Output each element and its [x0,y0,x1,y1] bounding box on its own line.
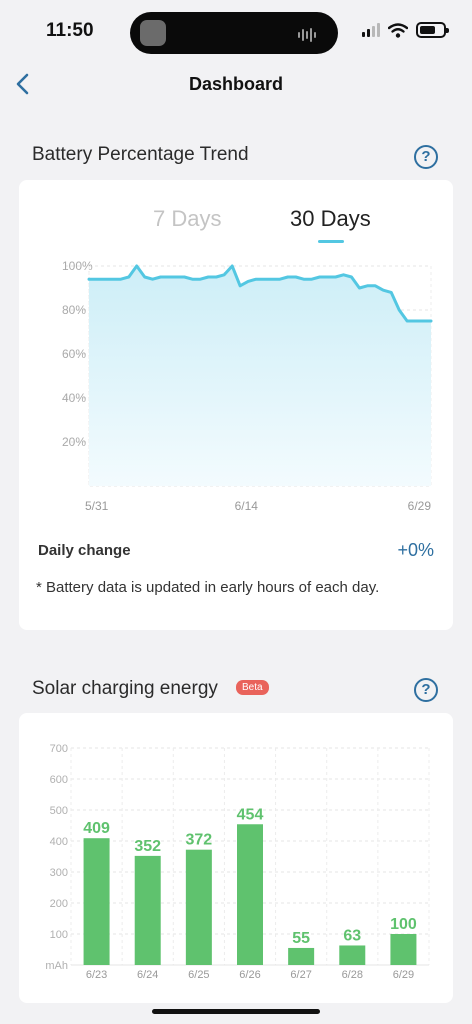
y-tick-label: 100% [62,259,93,273]
beta-badge: Beta [236,680,269,695]
daily-change-label: Daily change [38,542,131,559]
bar-value-label: 372 [186,832,213,849]
audio-waveform-icon [298,26,322,42]
y-tick-label: 200 [50,898,68,910]
x-tick-label: 5/31 [85,499,109,513]
solar-help-button[interactable]: ? [414,678,438,702]
battery-help-button[interactable]: ? [414,145,438,169]
battery-update-note: * Battery data is updated in early hours… [36,579,380,596]
solar-energy-chart: 700 600 500 400 300 200 100 mAh 409 6/23 352 6/24 37… [45,743,430,981]
back-button[interactable] [10,70,38,98]
y-tick-label: 40% [62,391,86,405]
y-tick-label: 300 [50,867,68,879]
battery-icon [416,22,449,38]
y-tick-label: 500 [50,805,68,817]
bar [83,838,110,965]
bar [185,849,212,965]
y-tick-label: 20% [62,435,86,449]
y-tick-label: 60% [62,347,86,361]
x-tick-label: 6/24 [137,969,158,981]
bar [339,945,366,965]
x-tick-label: 6/26 [239,969,260,981]
tab-selected-indicator [318,240,344,243]
daily-change-value: +0% [397,540,434,560]
solar-energy-card: 700 600 500 400 300 200 100 mAh 409 6/23 352 6/24 37… [19,713,453,1003]
x-tick-label: 6/29 [408,499,432,513]
nav-bar: Dashboard [0,62,472,106]
bar [237,824,263,965]
bar-value-label: 63 [343,927,361,944]
bar [134,855,161,965]
chevron-left-icon [16,73,29,95]
now-playing-thumbnail [140,20,166,46]
y-tick-label: 100 [50,929,68,941]
y-tick-label: 80% [62,303,86,317]
bar [390,934,417,965]
x-tick-label: 6/27 [290,969,311,981]
status-bar: 11:50 [0,0,472,62]
x-tick-label: 6/29 [393,969,414,981]
x-tick-label: 6/23 [86,969,107,981]
dynamic-island [130,12,338,54]
tab-30-days[interactable]: 30 Days [290,206,371,231]
home-indicator[interactable] [152,1009,320,1014]
y-tick-label: 700 [50,743,68,755]
page-title: Dashboard [188,74,284,94]
bar [288,947,315,965]
bar-value-label: 100 [390,916,417,933]
battery-trend-chart: 100% 80% 60% 40% 20% 5/31 6/14 6/29 [62,259,433,513]
solar-section-title: Solar charging energy [32,678,218,699]
bar-value-label: 352 [134,838,161,855]
status-time: 11:50 [46,20,94,41]
wifi-icon [388,22,408,38]
cellular-signal-icon [362,23,380,37]
status-icons [362,22,449,38]
x-tick-label: 6/25 [188,969,209,981]
help-icon: ? [421,681,431,698]
battery-section-title: Battery Percentage Trend [32,144,249,165]
help-icon: ? [421,148,431,165]
bar-value-label: 55 [292,930,310,947]
battery-area-fill [89,266,431,486]
bar-value-label: 454 [237,806,264,823]
x-tick-label: 6/14 [235,499,259,513]
y-unit-label: mAh [45,960,68,972]
y-tick-label: 600 [50,774,68,786]
bar-value-label: 409 [83,820,110,837]
x-tick-label: 6/28 [342,969,363,981]
battery-trend-line [87,264,433,323]
y-tick-label: 400 [50,836,68,848]
battery-trend-card: 7 Days 30 Days 100% 80% 60% 40% 20% 5/31 6/14 6… [19,180,453,630]
tab-7-days[interactable]: 7 Days [153,206,222,231]
